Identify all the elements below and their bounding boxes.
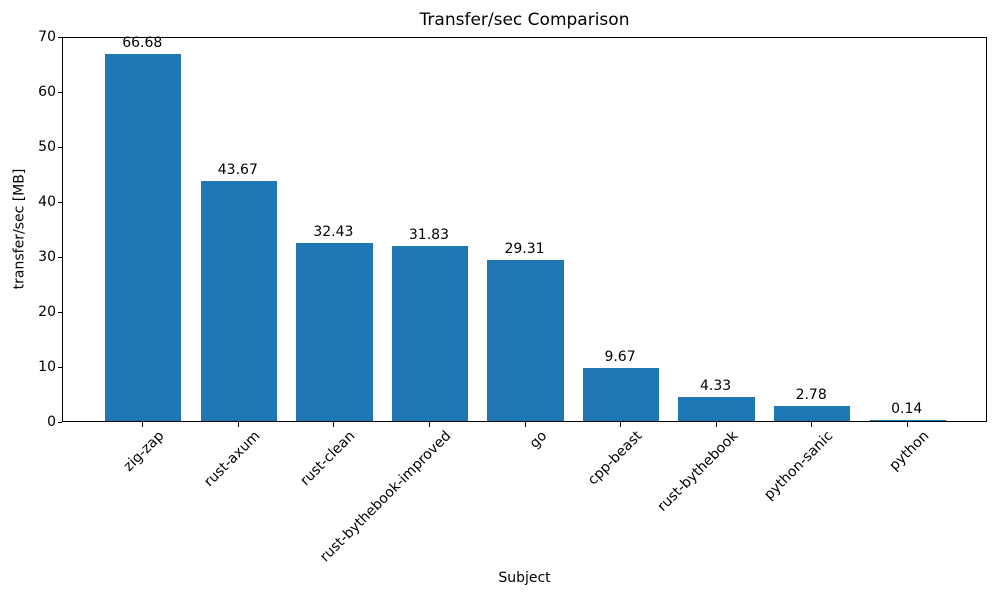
bar xyxy=(391,245,469,421)
y-tick-label: 50 xyxy=(38,139,56,155)
bar-value-label: 29.31 xyxy=(504,240,545,257)
bar xyxy=(773,405,851,421)
x-tick-mark xyxy=(237,422,239,427)
y-tick-label: 30 xyxy=(38,249,56,265)
y-axis-label: transfer/sec [MB] xyxy=(11,168,28,290)
bar xyxy=(678,397,755,421)
y-tick-label: 10 xyxy=(38,359,56,375)
bar-value-label: 32.43 xyxy=(313,223,354,240)
plot-area xyxy=(62,37,987,422)
x-tick-mark xyxy=(715,422,717,427)
bar-value-label: 0.14 xyxy=(891,401,923,418)
bar-value-label: 31.83 xyxy=(408,226,449,243)
chart-title: Transfer/sec Comparison xyxy=(419,10,630,30)
bar-value-label: 4.33 xyxy=(700,378,732,395)
y-tick-label: 0 xyxy=(47,414,56,430)
y-tick-mark xyxy=(58,257,62,258)
bar xyxy=(200,180,278,421)
y-tick-mark xyxy=(58,312,62,313)
x-tick-mark xyxy=(524,422,526,427)
y-tick-label: 20 xyxy=(38,304,56,320)
y-tick-mark xyxy=(58,37,62,38)
x-tick-mark xyxy=(428,422,430,427)
bar-value-label: 2.78 xyxy=(795,386,827,403)
y-tick-mark xyxy=(58,202,62,203)
x-tick-mark xyxy=(811,422,813,427)
y-tick-mark xyxy=(58,422,62,423)
bar-value-label: 66.68 xyxy=(122,35,163,52)
x-tick-mark xyxy=(333,422,335,427)
y-tick-label: 60 xyxy=(38,84,56,100)
x-tick-mark xyxy=(142,422,144,427)
bar-value-label: 43.67 xyxy=(217,161,258,178)
bar xyxy=(105,54,182,421)
y-tick-mark xyxy=(58,147,62,148)
y-tick-mark xyxy=(58,92,62,93)
y-tick-label: 40 xyxy=(38,194,56,210)
bar xyxy=(582,367,660,421)
bar xyxy=(296,242,373,421)
y-tick-label: 70 xyxy=(38,29,56,45)
x-tick-mark xyxy=(906,422,908,427)
bar-value-label: 9.67 xyxy=(604,348,636,365)
bar xyxy=(869,420,946,421)
y-tick-mark xyxy=(58,367,62,368)
x-tick-mark xyxy=(620,422,622,427)
bar xyxy=(487,259,564,421)
x-axis-label: Subject xyxy=(498,570,551,586)
